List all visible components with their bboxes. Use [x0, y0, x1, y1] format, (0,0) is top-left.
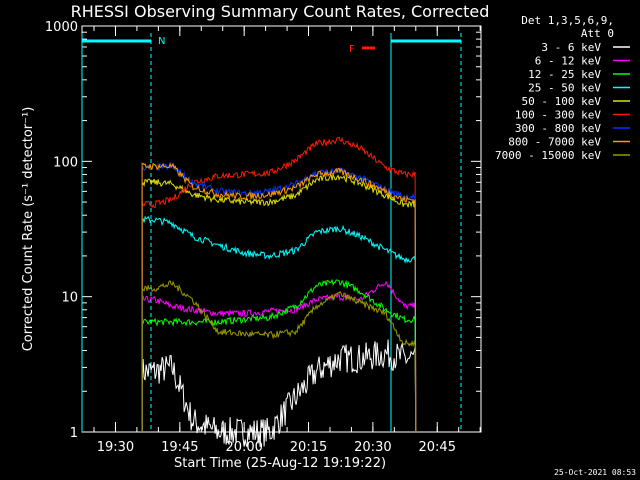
y-axis: 1 10 100 1000: [45, 20, 481, 441]
flare-flag-label: F: [349, 44, 355, 55]
series-line: [141, 280, 417, 433]
legend-label: 6 - 12 keV: [535, 55, 602, 68]
x-tick-label: 20:45: [419, 440, 456, 455]
night-flag-label: N: [158, 36, 165, 47]
x-tick-label: 20:00: [225, 440, 262, 455]
series-line: [141, 136, 417, 433]
y-tick-label: 1: [70, 426, 78, 441]
series-line: [141, 278, 417, 433]
legend-label: 100 - 300 keV: [515, 109, 601, 122]
y-tick-label: 10: [61, 291, 78, 306]
chart-title: RHESSI Observing Summary Count Rates, Co…: [71, 2, 490, 21]
x-axis-label: Start Time (25-Aug-12 19:19:22): [174, 456, 386, 471]
x-tick-label: 20:30: [354, 440, 391, 455]
legend-label: 800 - 7000 keV: [508, 136, 601, 149]
night-flare-indicators: NF: [81, 33, 462, 432]
legend-label: 300 - 800 keV: [515, 122, 601, 135]
legend-label: 3 - 6 keV: [541, 41, 601, 54]
x-tick-label: 19:45: [161, 440, 198, 455]
series-line: [141, 161, 417, 433]
series-line: [141, 339, 417, 448]
legend-label: 12 - 25 keV: [528, 68, 601, 81]
legend-header-attenuator: Att 0: [581, 27, 614, 40]
footer-date: 25-Oct-2021 08:53: [554, 468, 636, 477]
y-tick-label: 1000: [45, 20, 78, 35]
y-axis-label: Corrected Count Rate (s⁻¹ detector⁻¹): [21, 107, 36, 352]
legend-header-detectors: Det 1,3,5,6,9,: [521, 14, 614, 27]
legend-label: 25 - 50 keV: [528, 82, 601, 95]
x-tick-label: 19:30: [97, 440, 134, 455]
x-axis: 19:30 19:45 20:00 20:15 20:30 20:45: [93, 26, 481, 455]
y-tick-label: 100: [53, 155, 78, 170]
series-lines: [141, 136, 417, 448]
legend-label: 50 - 100 keV: [522, 95, 602, 108]
series-line: [141, 172, 417, 433]
x-tick-label: 20:15: [290, 440, 327, 455]
legend-label: 7000 - 15000 keV: [495, 149, 601, 162]
series-line: [141, 215, 417, 433]
